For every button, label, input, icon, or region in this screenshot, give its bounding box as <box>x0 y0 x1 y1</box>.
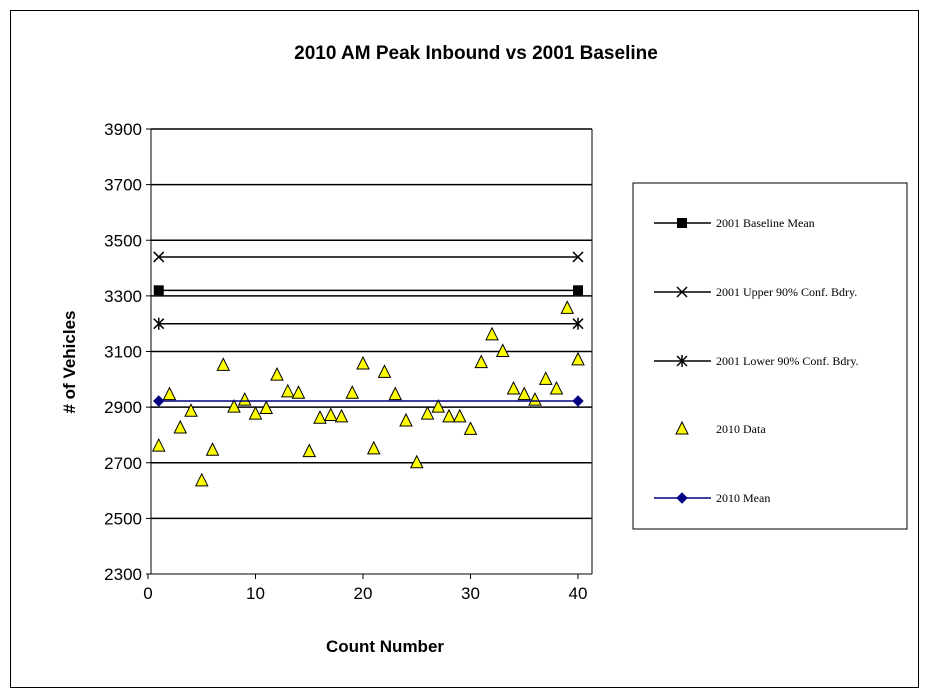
marker-star <box>572 317 584 330</box>
x-tick-label: 20 <box>354 584 373 603</box>
marker-triangle <box>173 419 188 434</box>
chart-area: 2010 AM Peak Inbound vs 2001 Baseline 23… <box>10 10 919 688</box>
x-tick-label: 0 <box>143 584 152 603</box>
marker-star <box>676 355 688 367</box>
marker-triangle <box>452 408 467 423</box>
marker-triangle <box>184 403 198 417</box>
legend-entry: 2010 Mean <box>654 491 770 505</box>
marker-square <box>677 218 687 228</box>
x-axis-title: Count Number <box>326 637 444 656</box>
y-tick-label: 2700 <box>104 454 142 473</box>
marker-triangle <box>442 408 456 423</box>
marker-triangle <box>485 326 499 341</box>
marker-triangle <box>420 405 435 420</box>
marker-triangle <box>377 364 392 378</box>
legend-label: 2010 Mean <box>716 491 770 505</box>
legend-entry: 2010 Data <box>675 420 766 436</box>
legend: 2001 Baseline Mean 2001 Upper 90% Conf. B… <box>632 182 908 530</box>
marker-triangle <box>506 380 521 395</box>
marker-square <box>573 285 583 296</box>
marker-triangle <box>356 355 370 370</box>
legend-entry: 2001 Lower 90% Conf. Bdry. <box>654 354 859 368</box>
series-layer <box>151 251 585 487</box>
marker-triangle <box>313 410 327 424</box>
y-tick-labels: 2300 2500 2700 2900 3100 3300 3500 3700 3900 <box>104 120 151 584</box>
marker-triangle <box>280 383 295 398</box>
marker-triangle <box>227 399 241 413</box>
y-tick-label: 3500 <box>104 231 142 250</box>
y-tick-label: 2500 <box>104 509 142 528</box>
y-tick-label: 2900 <box>104 398 142 417</box>
marker-triangle <box>538 371 553 385</box>
marker-triangle <box>162 386 177 401</box>
marker-triangle <box>151 437 166 452</box>
legend-label: 2010 Data <box>716 422 766 436</box>
y-tick-label: 3700 <box>104 176 142 195</box>
series-2010-data <box>151 300 585 487</box>
marker-triangle <box>291 385 306 399</box>
marker-triangle <box>571 351 585 366</box>
marker-x <box>676 286 688 298</box>
series-2001-baseline-mean <box>153 285 583 296</box>
marker-triangle <box>345 385 360 399</box>
marker-triangle <box>216 357 231 371</box>
y-tick-label: 3100 <box>104 343 142 362</box>
marker-triangle <box>366 440 381 455</box>
legend-label: 2001 Lower 90% Conf. Bdry. <box>716 354 859 368</box>
marker-triangle <box>675 420 689 435</box>
marker-triangle <box>474 354 489 369</box>
y-tick-label: 3300 <box>104 287 142 306</box>
x-tick-label: 30 <box>461 584 480 603</box>
marker-triangle <box>399 412 413 427</box>
marker-triangle <box>388 386 403 401</box>
marker-triangle <box>237 392 252 406</box>
marker-x <box>572 251 584 263</box>
marker-triangle <box>517 386 532 401</box>
marker-triangle <box>560 300 575 314</box>
y-axis-title: # of Vehicles <box>60 311 79 414</box>
marker-triangle <box>205 442 220 456</box>
x-tick-label: 40 <box>569 584 588 603</box>
series-2001-lower-90-conf-bdry- <box>153 317 584 330</box>
legend-label: 2001 Baseline Mean <box>716 216 815 230</box>
chart-title: 2010 AM Peak Inbound vs 2001 Baseline <box>294 43 658 64</box>
x-tick-labels: 0 10 20 30 40 <box>143 574 587 603</box>
marker-square <box>153 285 164 296</box>
legend-entry: 2001 Upper 90% Conf. Bdry. <box>654 285 857 299</box>
marker-triangle <box>409 454 424 469</box>
marker-diamond <box>572 395 584 407</box>
legend-label: 2001 Upper 90% Conf. Bdry. <box>716 285 857 299</box>
series-2010-mean <box>153 395 584 407</box>
x-tick-label: 10 <box>246 584 265 603</box>
y-tick-label: 3900 <box>104 120 142 139</box>
marker-diamond <box>676 492 688 504</box>
y-tick-label: 2300 <box>104 565 142 584</box>
marker-triangle <box>248 405 263 420</box>
chart-svg: 2010 AM Peak Inbound vs 2001 Baseline 23… <box>60 43 908 656</box>
marker-triangle <box>431 399 446 413</box>
legend-box <box>632 182 908 530</box>
marker-triangle <box>194 472 209 487</box>
series-2001-upper-90-conf-bdry- <box>153 251 584 263</box>
marker-diamond <box>153 395 165 407</box>
legend-entry: 2001 Baseline Mean <box>654 216 815 230</box>
marker-triangle <box>463 421 478 435</box>
marker-triangle <box>528 392 542 406</box>
marker-x <box>153 251 165 263</box>
marker-triangle <box>323 407 338 421</box>
marker-triangle <box>302 443 317 458</box>
marker-triangle <box>270 367 284 381</box>
marker-triangle <box>549 380 564 395</box>
marker-triangle <box>259 400 274 415</box>
gridlines <box>151 128 592 520</box>
marker-star <box>153 317 165 330</box>
marker-triangle <box>495 343 510 357</box>
marker-triangle <box>334 408 349 423</box>
